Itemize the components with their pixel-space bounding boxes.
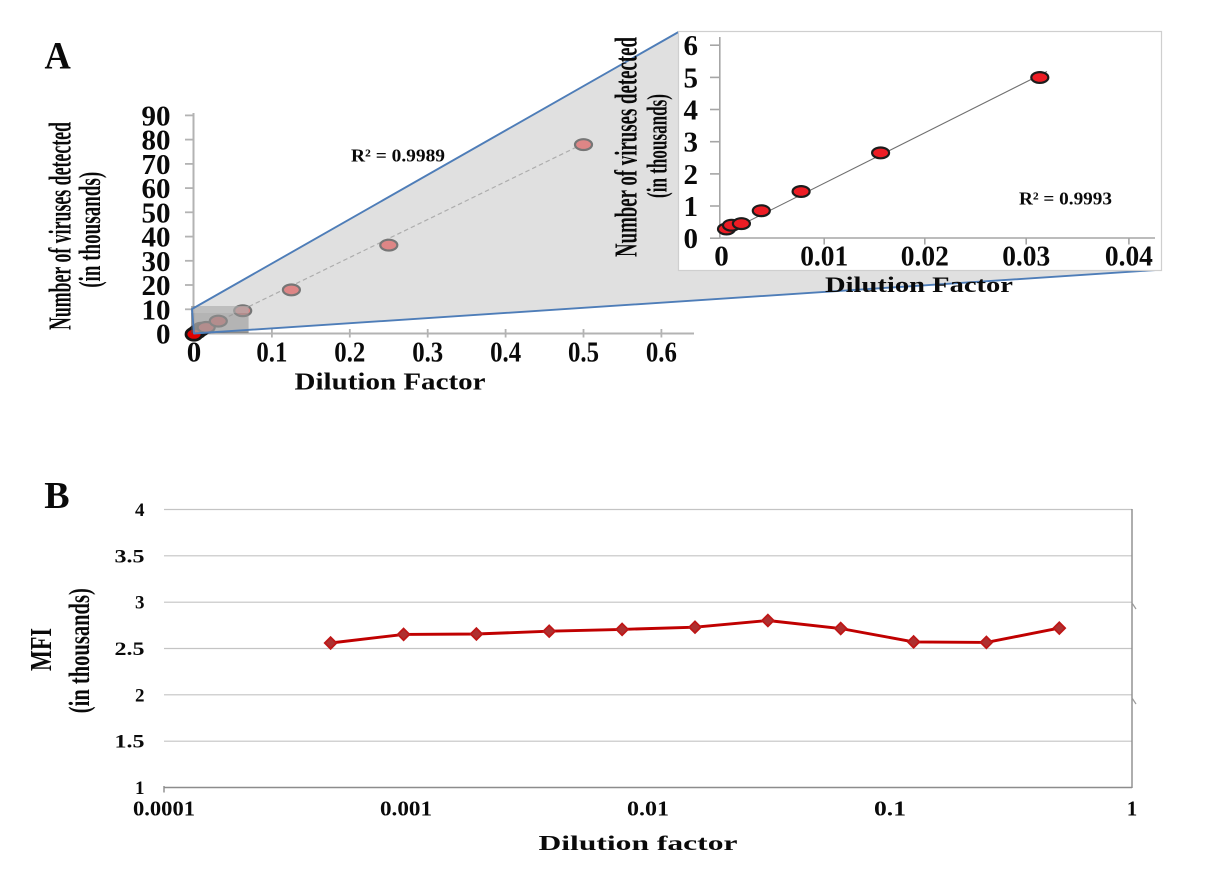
- svg-text:4: 4: [684, 95, 699, 127]
- svg-text:0.01: 0.01: [627, 797, 669, 821]
- svg-text:6: 6: [684, 30, 699, 62]
- svg-text:0.02: 0.02: [901, 241, 949, 273]
- svg-text:0: 0: [156, 319, 171, 351]
- svg-text:0.4: 0.4: [490, 337, 521, 369]
- svg-text:4: 4: [135, 500, 145, 521]
- svg-text:3: 3: [684, 127, 699, 159]
- svg-text:Number of viruses detected: Number of viruses detected: [41, 122, 77, 330]
- svg-text:3: 3: [135, 593, 145, 614]
- svg-text:10: 10: [142, 294, 171, 326]
- svg-text:Dilution Factor: Dilution Factor: [825, 272, 1013, 297]
- svg-text:0.3: 0.3: [412, 337, 443, 369]
- svg-text:0: 0: [714, 241, 729, 273]
- svg-text:5: 5: [684, 62, 699, 94]
- svg-text:(in thousands): (in thousands): [72, 172, 107, 288]
- svg-text:Number of viruses detected: Number of viruses detected: [608, 37, 644, 257]
- svg-text:80: 80: [142, 125, 171, 157]
- svg-text:60: 60: [142, 173, 171, 205]
- svg-text:1: 1: [135, 778, 145, 799]
- svg-text:R² = 0.9993: R² = 0.9993: [1019, 189, 1112, 209]
- svg-text:MFI: MFI: [23, 628, 58, 671]
- svg-text:70: 70: [142, 149, 171, 181]
- svg-text:0: 0: [187, 337, 202, 369]
- svg-text:R² = 0.9989: R² = 0.9989: [351, 145, 445, 165]
- svg-text:2: 2: [684, 159, 699, 191]
- svg-text:Dilution Factor: Dilution Factor: [295, 370, 486, 396]
- svg-text:0.01: 0.01: [800, 241, 848, 273]
- svg-text:B: B: [44, 475, 69, 517]
- svg-text:0.001: 0.001: [380, 797, 432, 821]
- svg-text:2: 2: [135, 685, 145, 706]
- svg-text:0.03: 0.03: [1002, 241, 1050, 273]
- svg-text:Dilution factor: Dilution factor: [539, 831, 739, 855]
- svg-text:(in thousands): (in thousands): [63, 588, 96, 713]
- svg-text:0.2: 0.2: [334, 337, 365, 369]
- svg-text:1: 1: [1127, 797, 1138, 821]
- svg-text:40: 40: [142, 222, 171, 254]
- svg-text:20: 20: [142, 270, 171, 302]
- svg-text:(in thousands): (in thousands): [643, 94, 674, 198]
- svg-text:50: 50: [142, 197, 171, 229]
- svg-text:1: 1: [684, 191, 699, 223]
- svg-text:30: 30: [142, 246, 171, 278]
- svg-text:0.6: 0.6: [646, 337, 677, 369]
- svg-text:90: 90: [142, 100, 171, 132]
- svg-text:3.5: 3.5: [115, 546, 145, 567]
- svg-text:0.1: 0.1: [874, 797, 906, 821]
- svg-text:0.1: 0.1: [256, 337, 287, 369]
- svg-text:0.0001: 0.0001: [133, 797, 195, 821]
- svg-text:A: A: [45, 35, 71, 78]
- svg-text:1.5: 1.5: [115, 732, 145, 753]
- svg-text:2.5: 2.5: [115, 639, 145, 660]
- svg-text:0: 0: [684, 223, 699, 255]
- svg-text:0.04: 0.04: [1105, 241, 1153, 273]
- svg-text:0.5: 0.5: [568, 337, 599, 369]
